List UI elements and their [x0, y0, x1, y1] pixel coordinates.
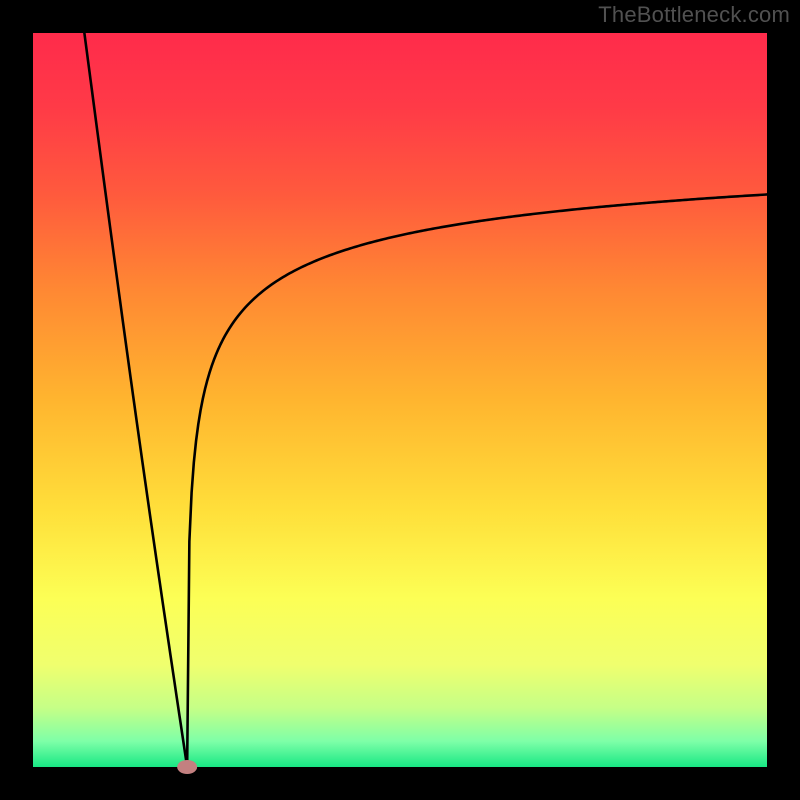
gradient-curve-chart — [0, 0, 800, 800]
watermark-text: TheBottleneck.com — [598, 2, 790, 28]
plot-gradient-background — [33, 33, 767, 767]
minimum-marker — [177, 760, 197, 774]
chart-container: TheBottleneck.com — [0, 0, 800, 800]
